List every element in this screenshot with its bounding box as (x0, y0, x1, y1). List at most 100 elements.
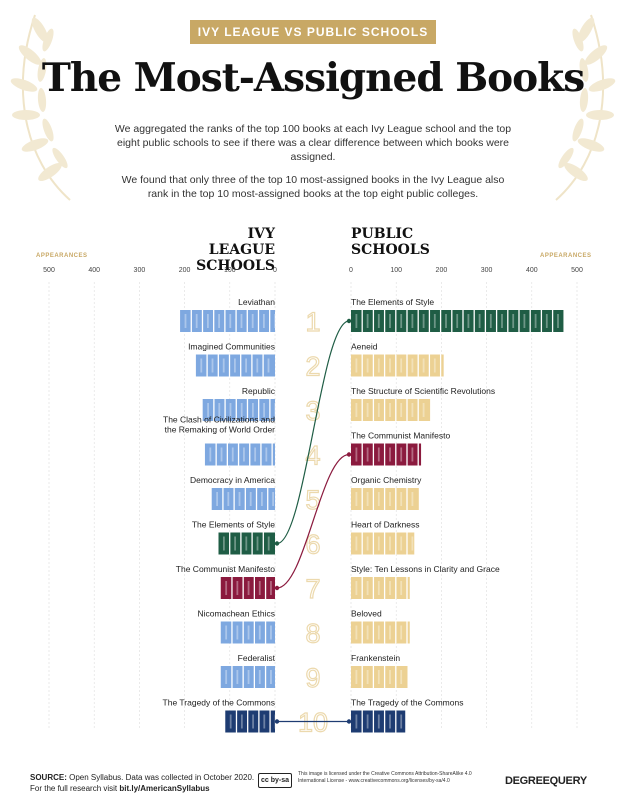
ivy-bar-book-spine (254, 447, 257, 462)
public-book-label: Organic Chemistry (351, 475, 422, 485)
ivy-bar-book-spine (243, 447, 245, 462)
ivy-bar-book-spine (234, 536, 236, 551)
rank-number: 1 (305, 307, 320, 337)
ivy-bar-book-spine (249, 492, 252, 506)
page-title: The Most-Assigned Books (41, 55, 585, 101)
public-bar-book-spine (355, 403, 358, 417)
public-bar-book-spine (422, 403, 425, 417)
public-bar-book-spine (400, 625, 403, 640)
ivy-bar-book-spine (252, 714, 254, 729)
public-bar-book-spine (411, 536, 414, 551)
public-title-line-1: PUBLIC (351, 226, 414, 242)
public-bar-book-spine (389, 403, 391, 417)
public-bar-book-spine (400, 403, 403, 417)
cc-license-badge[interactable]: cc by-sa (258, 773, 292, 788)
public-bar-book-spine (355, 714, 358, 729)
ivy-bar (220, 621, 275, 644)
ivy-bar-book-spine (267, 536, 270, 551)
public-bar-book-spine (389, 492, 391, 506)
public-column-title: PUBLIC SCHOOLS (351, 226, 471, 258)
connector-dot (346, 318, 352, 324)
public-bar-book-spine (400, 536, 403, 551)
ivy-bar (220, 577, 275, 599)
ivy-bar-book-spine (206, 314, 209, 328)
ivy-bar (195, 354, 275, 377)
ivy-bar-book-spine (263, 403, 265, 417)
public-bar-book-spine (445, 358, 447, 373)
public-bar-book-spine (512, 314, 515, 328)
public-bar-book-spine (366, 358, 369, 373)
ivy-bar-book-spine (225, 581, 228, 595)
public-bar-book-spine (377, 403, 380, 417)
ivy-bar-book-spine (236, 581, 239, 595)
public-bar-book-spine (355, 536, 358, 551)
ivy-title-line-2: SCHOOLS (196, 258, 275, 274)
connector-dot (274, 719, 280, 724)
ivy-bar-book-spine (225, 670, 228, 684)
ivy-bar-book-spine (272, 492, 275, 506)
public-bar-book-spine (389, 625, 391, 640)
public-bar-book-spine (355, 447, 358, 462)
public-bar-book-spine (400, 581, 403, 595)
ivy-bar-book-spine (236, 670, 239, 684)
rank-number: 10 (298, 708, 328, 738)
public-bar-book-spine (467, 314, 470, 328)
intro-paragraph-1: We aggregated the ranks of the top 100 b… (114, 123, 512, 163)
public-book-label: The Structure of Scientific Revolutions (351, 386, 495, 396)
public-bar-book-spine (389, 447, 391, 462)
ivy-book-label: The Tragedy of the Commons (163, 698, 275, 708)
ivy-bar-book-spine (229, 403, 232, 417)
ivy-book-label: Imagined Communities (188, 342, 275, 352)
ivy-bar-book-spine (258, 670, 261, 684)
source-label: SOURCE: (30, 773, 67, 782)
public-axis-tick: 300 (481, 267, 493, 274)
rank-number: 7 (305, 574, 320, 604)
connector-dot (274, 585, 280, 591)
public-bar-book-spine (389, 670, 391, 684)
ivy-bar-book-spine (251, 403, 254, 417)
ivy-bar-book-spine (258, 625, 261, 640)
ivy-axis-tick: 200 (179, 267, 191, 274)
public-bar-book-spine (534, 314, 537, 328)
public-bar-book-spine (366, 314, 369, 328)
ivy-bar (225, 710, 275, 733)
shared-book-connector (276, 320, 350, 545)
ivy-bar-book-spine (258, 581, 261, 595)
ivy-bar-book-spine (223, 536, 225, 551)
public-bar-book-spine (389, 314, 391, 328)
public-bar-book-spine (389, 536, 391, 551)
ivy-axis-tick: 300 (134, 267, 146, 274)
ivy-book-label: The Clash of Civilizations and (163, 415, 275, 425)
public-bar-book-spine (366, 625, 369, 640)
rank-number: 4 (305, 441, 320, 471)
research-link[interactable]: bit.ly/AmericanSyllabus (119, 784, 210, 793)
rank-number: 6 (305, 530, 320, 560)
ivy-bar-book-spine (247, 625, 250, 640)
ivy-bar-book-spine (265, 447, 268, 462)
public-bar-book-spine (433, 358, 436, 373)
ivy-bar-book-spine (216, 492, 219, 506)
ivy-book-label: Nicomachean Ethics (198, 609, 275, 619)
public-bar-book-spine (377, 581, 380, 595)
ivy-axis-tick: 0 (273, 267, 277, 274)
ivy-bar-book-spine (236, 625, 239, 640)
ivy-bar-book-spine (240, 714, 243, 729)
ivy-bar-book-spine (262, 314, 265, 328)
ivy-bar-book-spine (261, 492, 263, 506)
public-bar-book-spine (377, 536, 380, 551)
public-bar-book-spine (366, 447, 369, 462)
ivy-bar-book-spine (200, 358, 203, 373)
ivy-bar-book-spine (231, 447, 234, 462)
public-book-label: Style: Ten Lessons in Clarity and Grace (351, 564, 500, 574)
ivy-bar-book-spine (240, 314, 243, 328)
ivy-bar-book-spine (195, 314, 198, 328)
connector-dot (346, 452, 352, 457)
public-title-line-2: SCHOOLS (351, 242, 430, 258)
ivy-bar-book-spine (267, 358, 270, 373)
public-bar-book-spine (355, 358, 358, 373)
public-bar-book-spine (557, 314, 559, 328)
header-banner: IVY LEAGUE VS PUBLIC SCHOOLS (190, 20, 436, 44)
ivy-bar-book-spine (209, 447, 212, 462)
ivy-bar-book-spine (263, 714, 266, 729)
ivy-bar-book-spine (218, 314, 220, 328)
